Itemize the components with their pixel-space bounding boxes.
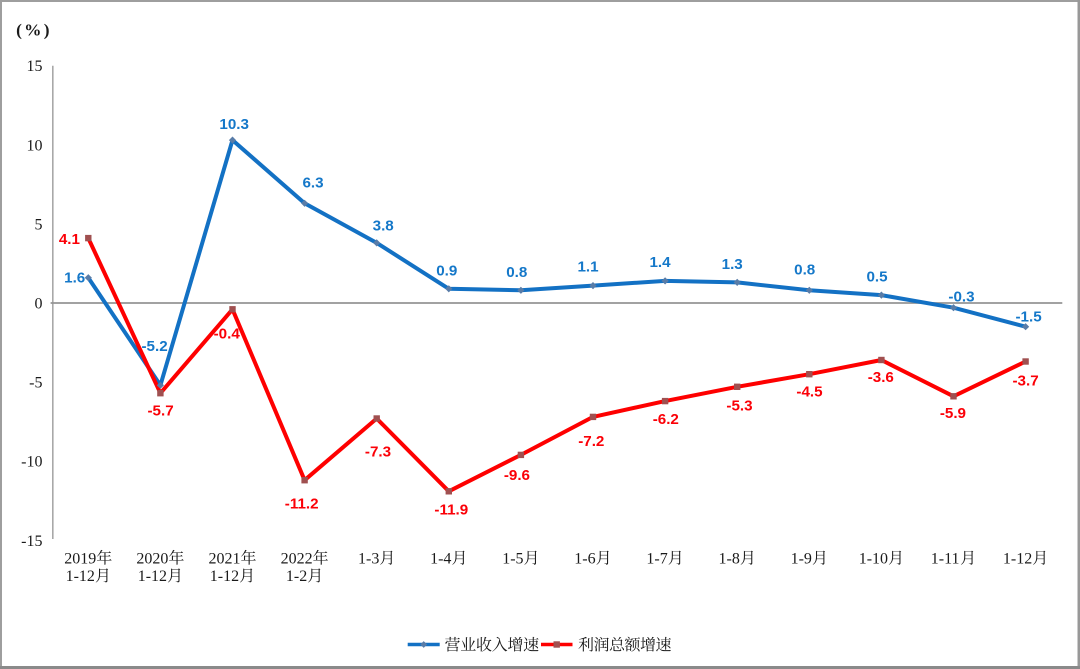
svg-text:-5.3: -5.3 (726, 398, 752, 415)
svg-text:-5.2: -5.2 (142, 338, 168, 355)
svg-text:-5.7: -5.7 (148, 403, 174, 420)
svg-text:(%): (%) (16, 21, 52, 40)
svg-text:1.6: 1.6 (64, 269, 85, 286)
svg-text:-0.3: -0.3 (948, 288, 974, 305)
svg-text:-3.6: -3.6 (868, 369, 894, 386)
svg-text:1-9: 1-9 (791, 551, 812, 568)
svg-text:1-12: 1-12 (1003, 551, 1032, 568)
svg-text:10: 10 (27, 137, 43, 154)
svg-text:1-2: 1-2 (286, 568, 307, 585)
svg-text:-4.5: -4.5 (796, 383, 823, 400)
svg-text:2020: 2020 (136, 551, 168, 568)
svg-text:1-4: 1-4 (430, 551, 451, 568)
svg-text:10.3: 10.3 (219, 116, 249, 133)
svg-text:-7.2: -7.2 (578, 433, 604, 450)
svg-text:1.1: 1.1 (577, 259, 599, 276)
svg-text:1-12: 1-12 (66, 568, 95, 585)
svg-text:1-12: 1-12 (210, 568, 239, 585)
svg-text:3.8: 3.8 (373, 217, 394, 234)
svg-text:1-3: 1-3 (358, 551, 379, 568)
svg-text:1-12: 1-12 (138, 568, 167, 585)
svg-text:1-10: 1-10 (859, 551, 888, 568)
svg-text:-11.9: -11.9 (434, 502, 468, 519)
svg-text:-5: -5 (29, 375, 42, 392)
svg-text:5: 5 (35, 216, 43, 233)
svg-text:-9.6: -9.6 (504, 467, 530, 484)
svg-text:1.4: 1.4 (649, 254, 671, 271)
svg-text:-0.4: -0.4 (214, 326, 241, 343)
svg-text:1-6: 1-6 (574, 551, 595, 568)
svg-text:0: 0 (35, 296, 43, 313)
svg-text:-7.3: -7.3 (365, 444, 391, 461)
svg-text:2022: 2022 (281, 551, 313, 568)
svg-text:1-8: 1-8 (719, 551, 740, 568)
svg-text:-5.9: -5.9 (940, 405, 966, 422)
svg-text:2019: 2019 (64, 551, 96, 568)
svg-text:1-5: 1-5 (502, 551, 523, 568)
svg-text:15: 15 (27, 58, 43, 75)
svg-text:1-11: 1-11 (931, 551, 960, 568)
svg-text:-15: -15 (21, 533, 42, 550)
svg-text:6.3: 6.3 (302, 175, 323, 192)
svg-text:-6.2: -6.2 (653, 411, 679, 428)
svg-text:1-7: 1-7 (646, 551, 667, 568)
svg-text:-11.2: -11.2 (285, 496, 319, 513)
svg-text:2021: 2021 (209, 551, 241, 568)
svg-text:0.9: 0.9 (436, 262, 457, 279)
svg-text:-3.7: -3.7 (1013, 373, 1039, 390)
svg-text:0.5: 0.5 (866, 268, 888, 285)
svg-text:4.1: 4.1 (59, 231, 81, 248)
svg-text:1.3: 1.3 (722, 256, 743, 273)
svg-text:0.8: 0.8 (794, 261, 815, 278)
svg-text:-10: -10 (21, 454, 42, 471)
svg-text:0.8: 0.8 (506, 264, 527, 281)
svg-text:-1.5: -1.5 (1016, 308, 1043, 325)
